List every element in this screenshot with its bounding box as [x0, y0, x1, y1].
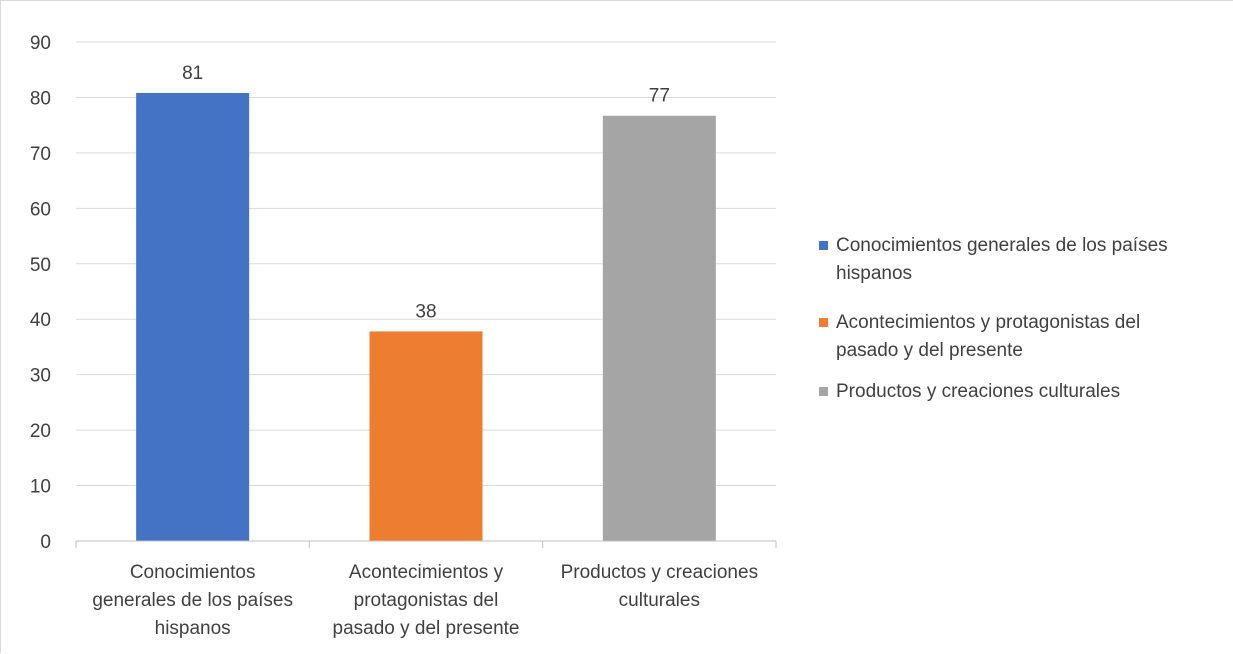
y-tick-label: 40 — [30, 310, 51, 331]
bars — [136, 93, 716, 542]
legend: Conocimientos generales de los países his… — [819, 235, 1168, 402]
data-label: 77 — [649, 86, 670, 107]
y-tick-label: 60 — [30, 199, 51, 220]
x-tick-label-line: generales de los países — [92, 590, 293, 611]
bar — [136, 93, 250, 542]
legend-entry: Productos y creaciones culturales — [836, 381, 1120, 402]
legend-entry-line: Acontecimientos y protagonistas del — [836, 312, 1140, 333]
legend-entry: Acontecimientos y protagonistas del pasad… — [836, 312, 1140, 361]
labels: 0 10 20 30 40 50 60 70 80 90 81 38 77 Conocimientos ge… — [30, 33, 758, 639]
legend-entry: Conocimientos generales de los países his… — [836, 235, 1168, 284]
legend-entry-line: pasado y del presente — [836, 340, 1023, 361]
x-tick-label-line: Productos y creaciones — [561, 562, 759, 583]
y-tick-label: 80 — [30, 88, 51, 109]
x-tick-label-line: pasado y del presente — [333, 618, 520, 639]
y-tick-label: 70 — [30, 144, 51, 165]
legend-entry-line: hispanos — [836, 263, 912, 284]
x-tick-label-line: hispanos — [155, 618, 231, 639]
legend-swatch — [819, 387, 828, 396]
x-tick-label-line: Conocimientos — [130, 562, 256, 583]
data-label: 81 — [182, 63, 203, 84]
bar — [369, 331, 483, 541]
axes — [75, 540, 777, 548]
x-tick-label-line: culturales — [619, 590, 700, 611]
y-tick-label: 0 — [40, 532, 51, 553]
y-tick-label: 10 — [30, 477, 51, 498]
x-tick-label-line: Acontecimientos y — [349, 562, 504, 583]
bar — [602, 115, 716, 541]
data-label: 38 — [415, 301, 436, 322]
x-tick-label: Productos y creaciones culturales — [561, 562, 759, 611]
y-tick-label: 20 — [30, 421, 51, 442]
x-tick-label-line: protagonistas del — [354, 590, 499, 611]
y-tick-label: 30 — [30, 366, 51, 387]
legend-entry-line: Productos y creaciones culturales — [836, 381, 1120, 402]
legend-entry-line: Conocimientos generales de los países — [836, 235, 1168, 256]
x-tick-label: Conocimientos generales de los países hisp… — [92, 562, 293, 639]
x-tick-label: Acontecimientos y protagonistas del pasado… — [333, 562, 520, 639]
y-tick-label: 90 — [30, 33, 51, 54]
legend-swatch — [819, 318, 828, 327]
y-tick-label: 50 — [30, 255, 51, 276]
legend-swatch — [819, 241, 828, 250]
